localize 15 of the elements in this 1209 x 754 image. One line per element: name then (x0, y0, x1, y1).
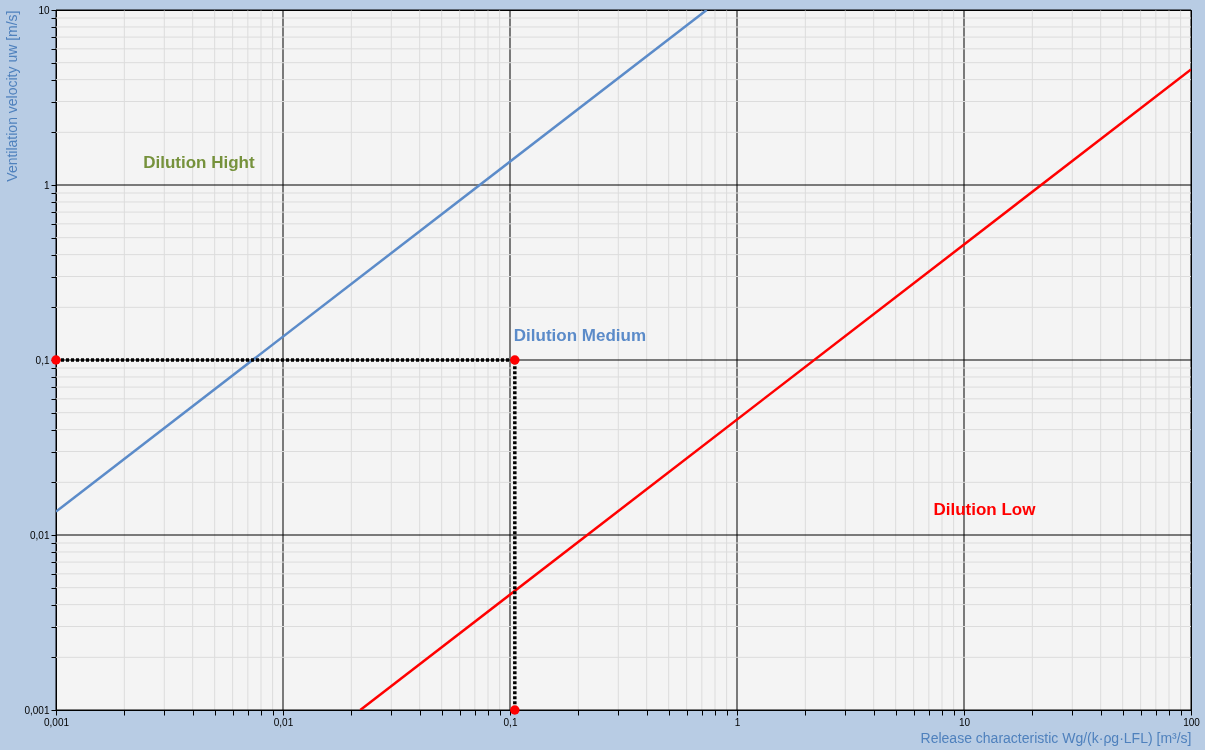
x-tick-label: 10 (958, 716, 971, 728)
y-tick-label: 0,1 (35, 354, 50, 366)
x-tick-label: 0,1 (503, 716, 518, 728)
annotation: Dilution Low (933, 499, 1037, 519)
y-tick-label: 0,001 (24, 704, 50, 716)
x-axis-title: Release characteristic Wg/(k·ρg·LFL) [m³/s] (920, 729, 1192, 746)
x-tick-label: 100 (1183, 716, 1201, 728)
y-tick-label: 10 (38, 4, 50, 16)
y-tick-label: 0,01 (30, 529, 50, 541)
x-tick-label: 1 (734, 716, 741, 728)
annotation: Dilution Hight (143, 152, 255, 172)
y-tick-label: 1 (43, 179, 50, 191)
y-axis-title: Ventilation velocity uw [m/s] (4, 10, 21, 182)
annotation: Dilution Medium (513, 326, 647, 346)
x-tick-label: 0,01 (273, 716, 294, 728)
